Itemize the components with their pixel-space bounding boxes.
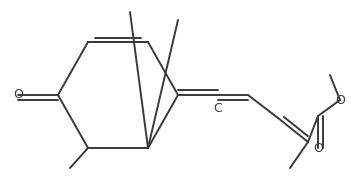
Text: O: O bbox=[313, 142, 323, 154]
Text: O: O bbox=[335, 94, 345, 106]
Text: C: C bbox=[214, 101, 223, 115]
Text: O: O bbox=[13, 88, 23, 101]
